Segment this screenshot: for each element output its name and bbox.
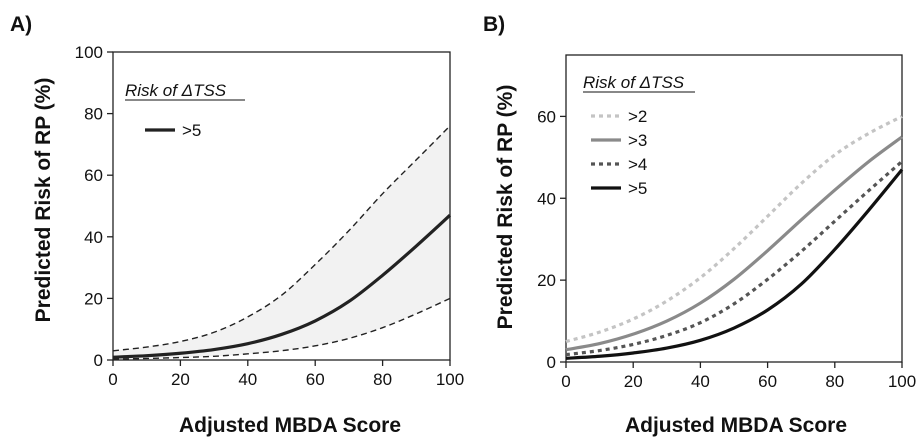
panel-label-a: A) xyxy=(10,13,33,36)
x-tick-label: 0 xyxy=(561,372,570,391)
x-axis-label-a: Adjusted MBDA Score xyxy=(178,414,402,437)
series-line xyxy=(565,135,903,352)
legend-entry-label: >5 xyxy=(628,179,647,198)
y-tick-label: 0 xyxy=(547,353,556,372)
y-tick-label: 0 xyxy=(94,351,103,370)
x-tick-label: 20 xyxy=(171,370,190,389)
x-tick-label: 100 xyxy=(436,370,464,389)
series-line xyxy=(112,214,452,359)
legend-entry-label: >2 xyxy=(628,107,647,126)
series-line xyxy=(565,160,904,357)
x-tick-label: 100 xyxy=(888,372,916,391)
series-line xyxy=(565,168,904,360)
plot-frame xyxy=(112,51,451,361)
y-tick-label: 60 xyxy=(537,107,556,126)
y-tick-label: 100 xyxy=(75,43,103,62)
legend-entry-label: >4 xyxy=(628,155,647,174)
x-tick-label: 40 xyxy=(238,370,257,389)
x-tick-label: 80 xyxy=(373,370,392,389)
y-tick-label: 80 xyxy=(84,105,103,124)
chart-plot-b: 0 20 40 60 80 100 0 20 40 60 Risk of ΔTSS >2 >3 >4 >5 xyxy=(537,54,916,391)
plot-frame xyxy=(565,54,903,363)
legend-entry-label: >3 xyxy=(628,131,647,150)
upper-confidence-line xyxy=(112,125,451,352)
confidence-band-fill xyxy=(113,125,450,360)
y-tick-label: 60 xyxy=(84,166,103,185)
x-tick-label: 40 xyxy=(691,372,710,391)
legend-title: Risk of ΔTSS xyxy=(125,81,227,100)
x-tick-label: 20 xyxy=(624,372,643,391)
x-tick-label: 0 xyxy=(108,370,117,389)
x-tick-label: 80 xyxy=(825,372,844,391)
y-tick-label: 20 xyxy=(537,271,556,290)
legend-title: Risk of ΔTSS xyxy=(583,73,685,92)
y-tick-label: 40 xyxy=(84,228,103,247)
x-tick-label: 60 xyxy=(758,372,777,391)
panel-label-b: B) xyxy=(483,13,506,36)
series-line xyxy=(565,114,903,344)
lower-confidence-line xyxy=(112,297,451,360)
x-tick-label: 60 xyxy=(306,370,325,389)
chart-plot-a: 0 20 40 60 80 100 0 20 40 60 80 100 Risk of ΔTSS >5 xyxy=(75,43,465,389)
legend-entry-label: >5 xyxy=(182,121,201,140)
chart-panel-a: A) Predicted Risk of RP (%) Adjusted MBD… xyxy=(10,13,465,437)
y-tick-label: 20 xyxy=(84,289,103,308)
x-axis-label-b: Adjusted MBDA Score xyxy=(624,414,848,437)
chart-panel-b: B) Predicted Risk of RP (%) Adjusted MBD… xyxy=(461,0,922,448)
y-tick-label: 40 xyxy=(537,189,556,208)
